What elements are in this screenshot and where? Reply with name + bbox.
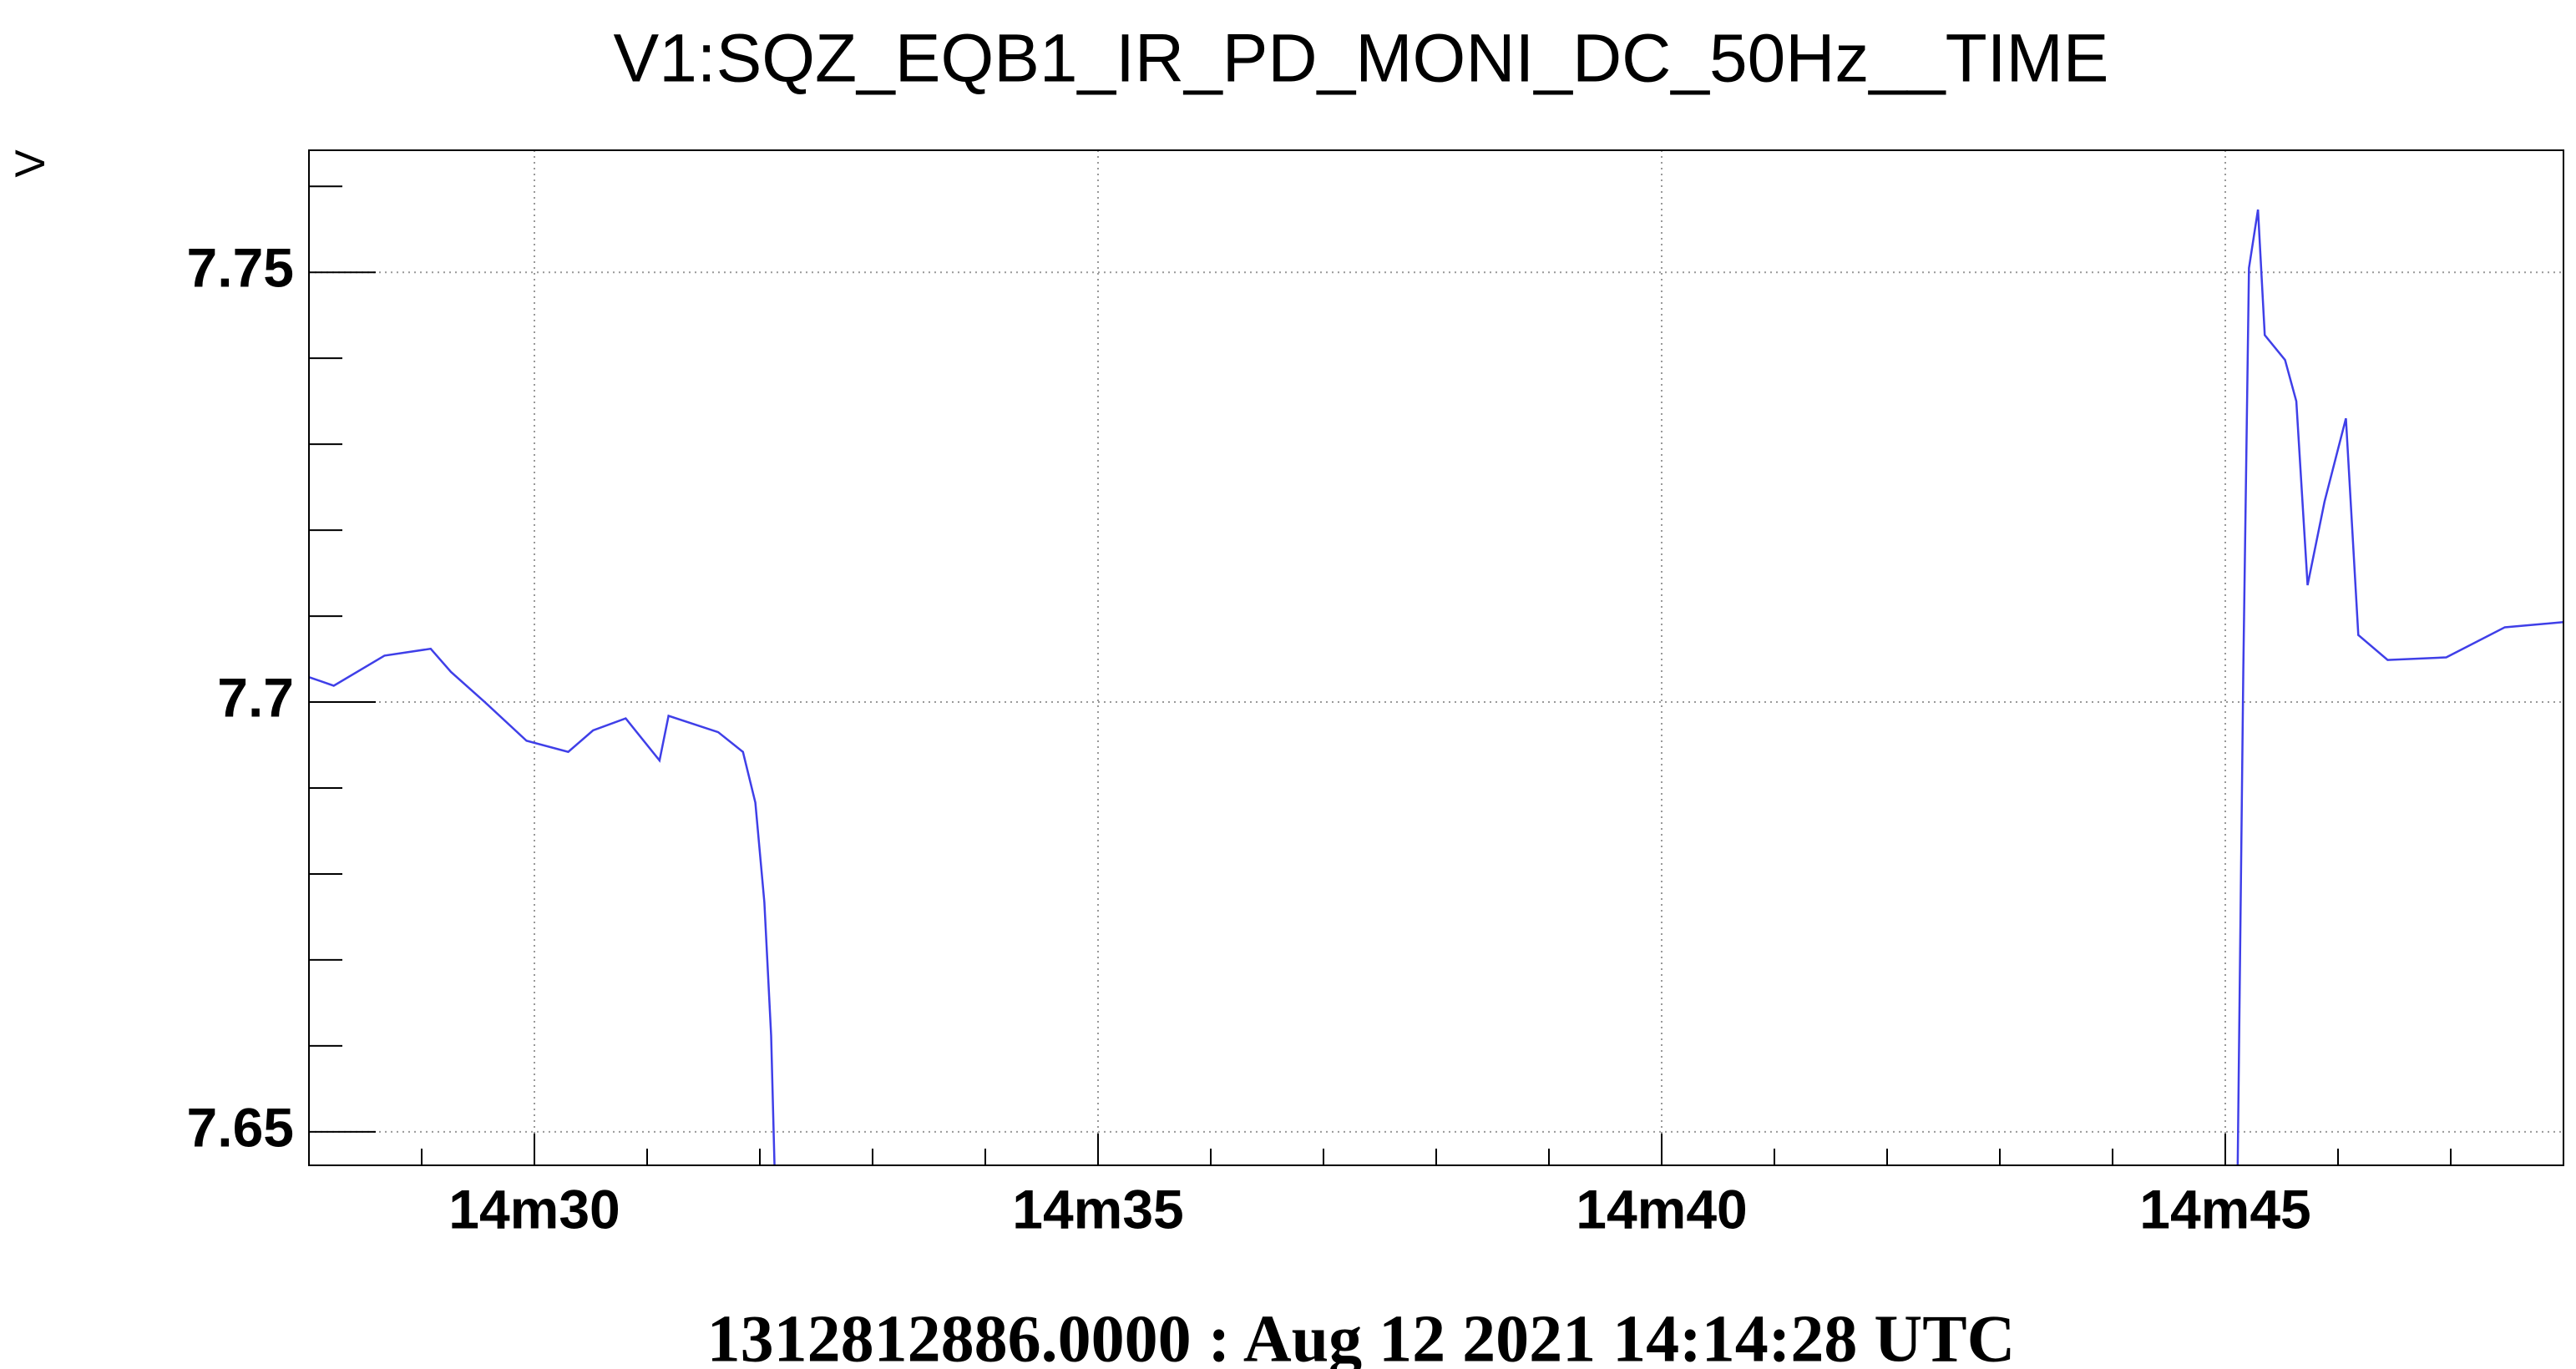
data-line — [2236, 209, 2564, 1166]
data-line — [308, 647, 776, 1166]
y-axis-label: V — [7, 149, 53, 178]
chart-title: V1:SQZ_EQB1_IR_PD_MONI_DC_50Hz__TIME — [614, 21, 2109, 97]
x-tick-label: 14m40 — [1576, 1178, 1748, 1240]
x-axis-label: 1312812886.0000 : Aug 12 2021 14:14:28 U… — [707, 1302, 2016, 1369]
y-tick-label: 7.75 — [187, 237, 294, 299]
x-tick-label: 14m35 — [1012, 1178, 1184, 1240]
y-tick-label: 7.7 — [217, 666, 294, 728]
x-tick-label: 14m30 — [448, 1178, 620, 1240]
plot-frame — [308, 149, 2564, 1166]
x-tick-label: 14m45 — [2139, 1178, 2311, 1240]
y-tick-label: 7.65 — [187, 1096, 294, 1158]
